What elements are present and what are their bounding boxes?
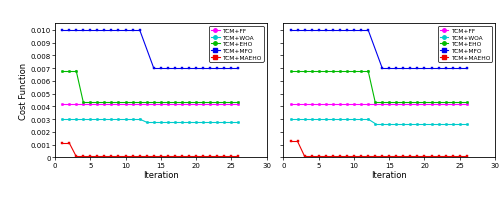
Legend: TCM+FF, TCM+WOA, TCM+EHO, TCM+MFO, TCM+MAEHO: TCM+FF, TCM+WOA, TCM+EHO, TCM+MFO, TCM+M… [438, 27, 492, 62]
Y-axis label: Cost Function: Cost Function [19, 62, 28, 119]
X-axis label: Iteration: Iteration [143, 170, 178, 179]
X-axis label: Iteration: Iteration [372, 170, 407, 179]
Legend: TCM+FF, TCM+WOA, TCM+EHO, TCM+MFO, TCM+MAEHO: TCM+FF, TCM+WOA, TCM+EHO, TCM+MFO, TCM+M… [209, 27, 264, 62]
